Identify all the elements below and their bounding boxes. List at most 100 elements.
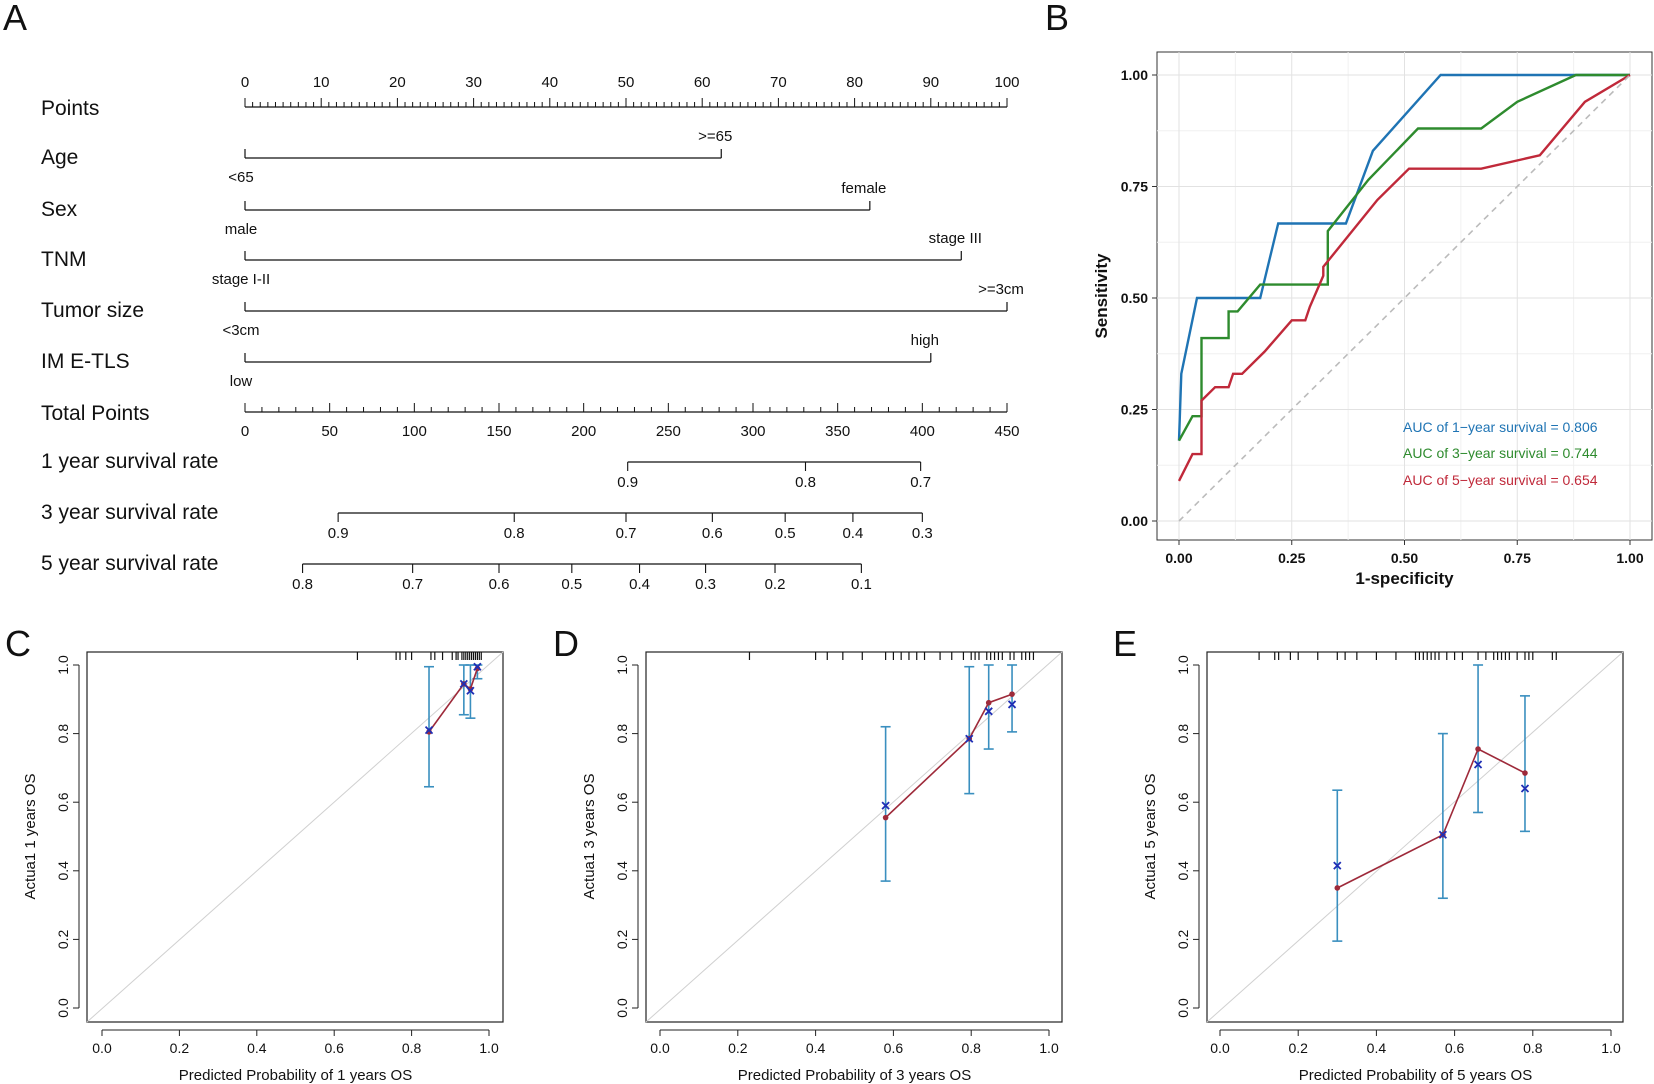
total-points-label: Total Points [41, 402, 150, 425]
calibration-corrected-marker [881, 801, 890, 810]
calibration-y-tick-label: 0.2 [1175, 929, 1191, 949]
calibration-x-tick-label: 0.6 [1445, 1040, 1465, 1056]
calibration-x-tick-label: 1.0 [479, 1040, 499, 1056]
survival-scale-tick-label: 0.6 [489, 576, 510, 593]
points-axis-tick-label: 30 [465, 74, 482, 91]
panel-letter-c: C [5, 623, 31, 664]
calibration-observed-line [1336, 747, 1526, 889]
roc-y-tick-label: 0.00 [1121, 513, 1148, 529]
nomogram-variable-im-e-tls: IM E-TLS [41, 350, 130, 373]
calibration-y-tick-label: 0.8 [614, 724, 630, 744]
nomogram-level-low: <65 [228, 169, 253, 186]
survival-scale-tick-label: 0.6 [702, 525, 723, 542]
calibration-x-tick-label: 0.2 [728, 1040, 748, 1056]
survival-scale-tick-label: 0.3 [912, 525, 933, 542]
total-points-tick-label: 150 [486, 423, 511, 440]
total-points-tick-label: 300 [740, 423, 765, 440]
calibration-x-axis-title: Predicted Probability of 5 years OS [1299, 1067, 1532, 1084]
calibration-observed-point [1475, 746, 1481, 752]
survival-scale-tick-label: 0.8 [292, 576, 313, 593]
total-points-tick-label: 250 [656, 423, 681, 440]
survival-scale-tick-label: 0.4 [842, 525, 863, 542]
calibration-y-tick-label: 0.2 [55, 929, 71, 949]
points-axis-tick-label: 20 [389, 74, 406, 91]
calibration-y-tick-label: 0.6 [1175, 792, 1191, 812]
roc-legend-entry: AUC of 5−year survival = 0.654 [1403, 472, 1598, 488]
calibration-x-tick-label: 1.0 [1039, 1040, 1059, 1056]
survival-scale-tick-label: 0.4 [629, 576, 650, 593]
survival-scale-label-2: 3 year survival rate [41, 501, 218, 524]
calibration-x-tick-label: 0.6 [884, 1040, 904, 1056]
calibration-x-tick-label: 1.0 [1601, 1040, 1621, 1056]
points-axis-tick-label: 90 [922, 74, 939, 91]
nomogram-level-low: <3cm [222, 322, 259, 339]
calibration-y-tick-label: 0.4 [614, 861, 630, 881]
survival-scale-label-3: 5 year survival rate [41, 552, 218, 575]
roc-x-tick-label: 1.00 [1616, 550, 1643, 566]
calibration-x-tick-label: 0.0 [1210, 1040, 1230, 1056]
points-axis-tick-label: 70 [770, 74, 787, 91]
nomogram-level-high: female [841, 180, 886, 197]
survival-scale-tick-label: 0.7 [616, 525, 637, 542]
roc-legend-entry: AUC of 3−year survival = 0.744 [1403, 445, 1598, 461]
nomogram-level-low: male [225, 221, 258, 238]
total-points-tick-label: 200 [571, 423, 596, 440]
roc-x-tick-label: 0.00 [1165, 550, 1192, 566]
calibration-y-axis-title: Actua1 1 years OS [22, 774, 39, 900]
total-points-tick-label: 350 [825, 423, 850, 440]
roc-reference-diagonal [1178, 74, 1631, 522]
panel-letter-a: A [3, 0, 27, 38]
total-points-tick-label: 100 [402, 423, 427, 440]
calibration-observed-line [885, 693, 1013, 819]
nomogram-level-low: low [230, 373, 253, 390]
calibration-observed-point [985, 699, 992, 706]
roc-y-axis-title: Sensitivity [1092, 253, 1111, 339]
points-axis-tick-label: 50 [618, 74, 635, 91]
survival-scale-tick-label: 0.3 [695, 576, 716, 593]
total-points-tick-label: 50 [321, 423, 338, 440]
roc-curve-2-year-series [1177, 73, 1630, 442]
calibration-y-tick-label: 0.0 [1175, 998, 1191, 1018]
calibration-y-tick-label: 0.2 [614, 929, 630, 949]
points-axis-tick-label: 100 [994, 74, 1019, 91]
calibration-y-tick-label: 0.4 [55, 861, 71, 881]
calibration-x-tick-label: 0.4 [1367, 1040, 1387, 1056]
calibration-y-axis-title: Actua1 3 years OS [581, 774, 598, 900]
points-axis-tick-label: 10 [313, 74, 330, 91]
calibration-y-tick-label: 0.6 [55, 792, 71, 812]
calibration-corrected-marker [1473, 760, 1483, 769]
roc-y-tick-label: 0.75 [1121, 179, 1148, 195]
survival-scale-tick-label: 0.7 [910, 474, 931, 491]
calibration-observed-point [1334, 885, 1341, 891]
calibration-ideal-line [1206, 651, 1624, 1023]
roc-curve-3-year-series [1177, 73, 1631, 482]
calibration-corrected-marker [1438, 830, 1448, 839]
survival-scale-tick-label: 0.8 [795, 474, 816, 491]
calibration-corrected-marker [459, 679, 468, 689]
calibration-x-tick-label: 0.4 [806, 1040, 826, 1056]
total-points-tick-label: 450 [994, 423, 1019, 440]
roc-x-tick-label: 0.25 [1278, 550, 1305, 566]
calibration-observed-point [882, 814, 889, 821]
calibration-panel-1yr: 0.0 0.0 0.2 0.2 0.4 0.4 0.6 0.6 0.8 0.8 1.0 1.0 Pred… [22, 651, 504, 1084]
calibration-x-tick-label: 0.2 [1288, 1040, 1308, 1056]
roc-x-tick-label: 0.50 [1391, 550, 1418, 566]
roc-x-axis-title: 1-specificity [1355, 569, 1454, 588]
calibration-x-tick-label: 0.8 [1523, 1040, 1543, 1056]
calibration-y-tick-label: 1.0 [55, 655, 71, 675]
survival-scale-tick-label: 0.8 [504, 525, 525, 542]
calibration-y-axis-title: Actua1 5 years OS [1142, 774, 1159, 900]
survival-scale-label-1: 1 year survival rate [41, 450, 218, 473]
calibration-y-tick-label: 0.8 [1175, 724, 1191, 744]
survival-scale-tick-label: 0.9 [617, 474, 638, 491]
calibration-y-tick-label: 0.6 [614, 792, 630, 812]
calibration-corrected-marker [1007, 700, 1017, 709]
panel-letter-e: E [1113, 623, 1137, 664]
panel-letter-d: D [553, 623, 579, 664]
calibration-corrected-marker [984, 707, 993, 716]
calibration-y-tick-label: 1.0 [614, 655, 630, 675]
points-axis-tick-label: 40 [541, 74, 558, 91]
nomogram-level-high: >=65 [698, 128, 732, 145]
calibration-corrected-marker [1520, 784, 1530, 793]
nomogram-level-low: stage I-II [212, 271, 270, 288]
